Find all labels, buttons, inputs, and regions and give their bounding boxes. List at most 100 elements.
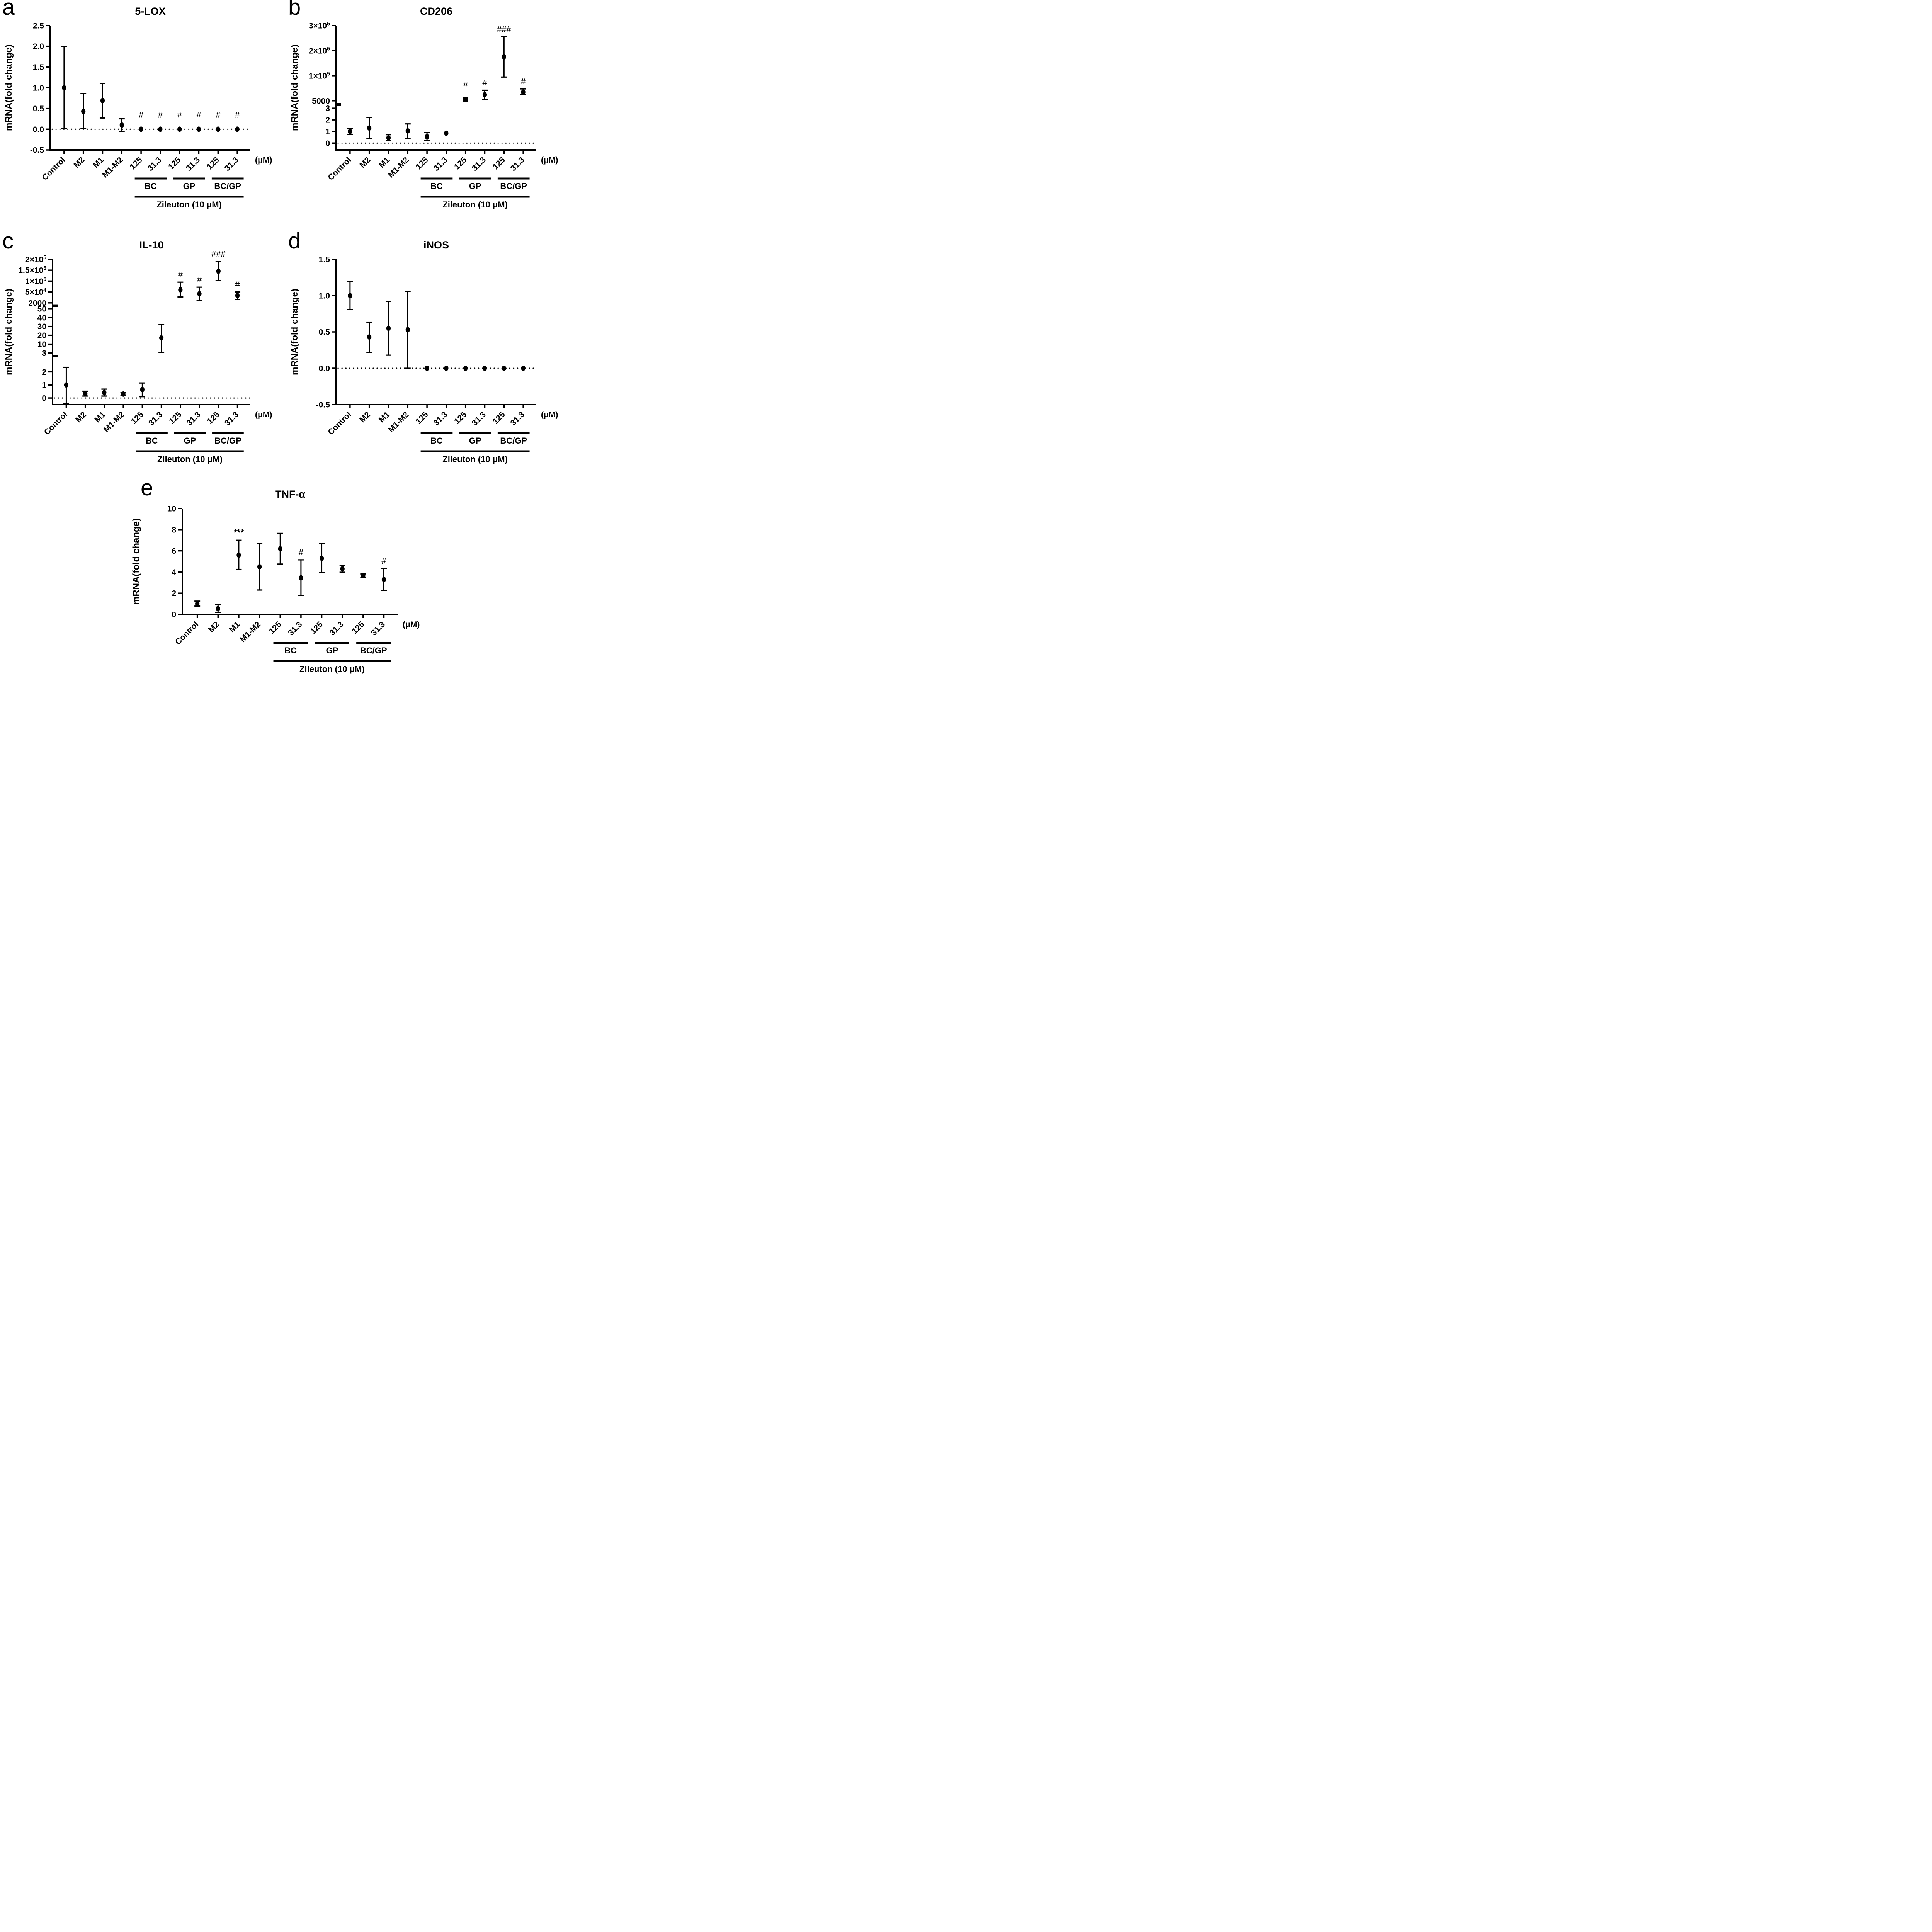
data-point [119,122,124,128]
category-label: 125 [452,410,468,426]
significance-annotation: # [521,77,526,86]
data-point [386,135,391,141]
group-label: BC/GP [500,436,527,446]
significance-annotation: # [178,270,183,279]
significance-annotation: # [299,548,304,557]
significance-annotation: # [482,78,487,87]
group-brackets: BC GP BC/GP Zileuton (10 μM) [134,177,244,209]
category-label: 31.3 [185,410,202,427]
x-unit-label-text: (μM) [541,410,558,419]
group-footer-label: Zileuton (10 μM) [157,454,223,464]
y-tick-label: 1 [325,128,330,136]
group-label: GP [326,646,338,655]
y-axis-label-text: mRNA(fold change) [131,518,141,605]
y-tick-label: 0 [42,394,46,403]
category-label: 31.3 [432,410,449,427]
y-tick-label: 3 [42,349,46,358]
data-point [348,293,352,298]
data-point [502,54,506,60]
y-tick-label: 3×105 [309,20,330,31]
y-tick-label: 3 [325,104,330,113]
category-label: 31.3 [509,155,526,173]
group-label: BC [430,436,443,446]
data-series [63,261,241,404]
panel-letter-c: c [2,228,14,253]
category-label: Control [40,155,67,182]
data-point [140,387,145,392]
x-axis [182,614,398,618]
y-tick-label: 2×105 [25,254,46,264]
category-label: 31.3 [470,155,488,173]
chart-title: IL-10 [139,239,163,251]
annotations: ###### [463,24,526,90]
y-tick-label: 2000 [28,299,46,308]
category-label: M2 [358,155,372,170]
category-label: 31.3 [369,620,387,637]
y-tick-label: 2 [42,368,46,377]
group-footer-label: Zileuton (10 μM) [442,454,508,464]
y-tick-label: 2 [325,116,330,125]
y-tick-label: 50 [37,304,46,313]
significance-annotation: # [177,110,182,119]
category-label: 31.3 [509,410,526,427]
category-label: M2 [72,155,86,170]
group-footer-label: Zileuton (10 μM) [442,200,508,209]
data-point [405,128,410,134]
data-point [216,606,220,611]
y-axis-label-text: mRNA(fold change) [289,289,300,375]
group-brackets: BC GP BC/GP Zileuton (10 μM) [136,432,244,464]
category-label: 125 [129,410,145,426]
data-point [425,366,429,371]
chart-title-text: iNOS [423,239,449,251]
data-point [235,293,240,298]
y-axis: 01233102030405020005×1041×1051.5×1052×10… [18,254,58,405]
data-point [340,566,345,572]
group-label: GP [469,436,481,446]
x-unit-label: (μM) [541,156,558,165]
category-label: 125 [267,620,283,636]
category-label: M1-M2 [386,155,410,179]
category-label: M1 [93,410,107,424]
category-label: Control [173,620,200,646]
y-tick-label: 5×104 [25,287,46,297]
significance-annotation: # [381,556,386,566]
y-tick-label: 30 [37,322,46,331]
y-tick-label: 1 [42,381,46,390]
category-label: 125 [491,155,507,171]
group-brackets: BC GP BC/GP Zileuton (10 μM) [420,177,530,209]
group-brackets: BC GP BC/GP Zileuton (10 μM) [420,432,530,464]
data-point [257,564,262,570]
x-unit-label: (μM) [403,620,420,629]
data-point [386,325,391,331]
significance-annotation: # [139,110,144,119]
data-point [216,126,220,132]
data-point [139,126,143,132]
category-label: M1 [228,620,242,634]
data-point [235,126,240,132]
category-label: 125 [491,410,507,426]
data-point [236,552,241,558]
panel-a: a 5-LOX mRNA(fold change) -0.5 0.0 0.5 1.0 1.5… [0,0,286,234]
data-point [178,287,183,293]
y-tick-label: 0.5 [319,328,330,337]
chart-title: iNOS [423,239,449,251]
data-point [482,366,487,371]
annotations: *** # # [234,527,387,566]
x-unit-label-text: (μM) [255,156,272,165]
group-label: GP [184,436,196,446]
group-label: BC/GP [214,436,242,446]
category-label: Control [326,410,353,437]
figure-page: { "figure": { "type": "multi-panel-scatt… [0,0,572,703]
y-tick-label: 0 [325,139,330,148]
panel-letter-e: e [141,475,153,500]
category-label: M2 [207,620,221,634]
x-unit-label: (μM) [541,410,558,419]
significance-annotation: # [235,110,240,119]
x-axis [335,404,536,408]
data-point-square [463,97,468,102]
annotations: ###### [178,249,240,289]
category-label: 31.3 [432,155,449,173]
chart-title-text: IL-10 [139,239,163,251]
